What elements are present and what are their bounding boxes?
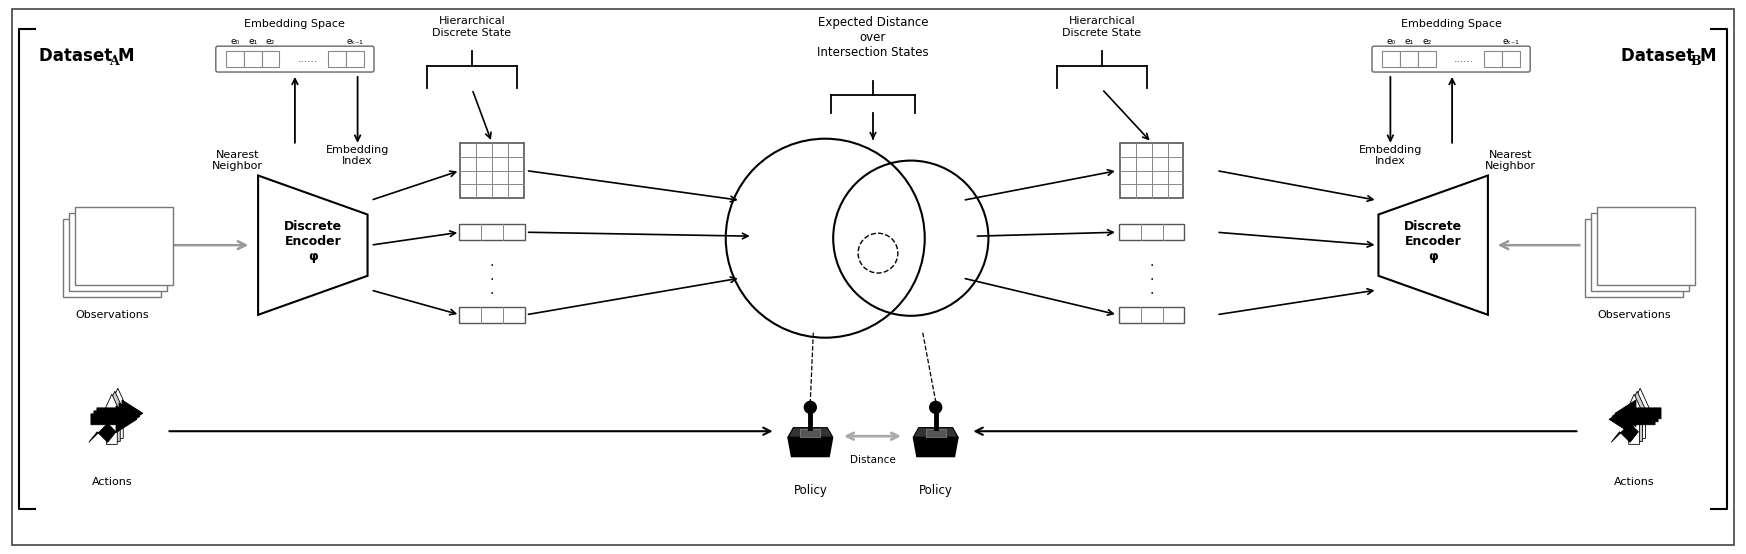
Bar: [225, 51, 244, 67]
FancyBboxPatch shape: [75, 207, 173, 285]
FancyBboxPatch shape: [217, 46, 374, 72]
Text: .: .: [1149, 255, 1154, 269]
FancyBboxPatch shape: [1119, 224, 1184, 240]
Text: Hierarchical
Discrete State: Hierarchical Discrete State: [433, 16, 512, 38]
Polygon shape: [101, 391, 127, 442]
FancyBboxPatch shape: [70, 213, 166, 291]
Text: e₂: e₂: [265, 37, 276, 46]
FancyBboxPatch shape: [459, 307, 526, 323]
Bar: [1381, 51, 1400, 67]
Text: ......: ......: [297, 54, 318, 64]
Text: Observations: Observations: [75, 310, 148, 320]
Text: Embedding
Index: Embedding Index: [327, 145, 389, 166]
Polygon shape: [258, 176, 368, 315]
Text: Dataset M: Dataset M: [1622, 47, 1716, 65]
Polygon shape: [1612, 403, 1659, 430]
Circle shape: [929, 402, 941, 413]
FancyBboxPatch shape: [1119, 143, 1184, 198]
Polygon shape: [105, 388, 131, 438]
Bar: [262, 51, 279, 67]
Bar: [1400, 51, 1418, 67]
Text: Dataset M: Dataset M: [38, 47, 134, 65]
Bar: [1484, 51, 1502, 67]
Polygon shape: [1620, 394, 1648, 444]
Text: e₂: e₂: [1421, 37, 1432, 46]
Text: Discrete
Encoder
φ: Discrete Encoder φ: [285, 220, 342, 263]
Polygon shape: [1627, 388, 1653, 438]
Polygon shape: [913, 428, 959, 437]
Polygon shape: [1378, 176, 1488, 315]
Bar: [346, 51, 365, 67]
Text: eₖ₋₁: eₖ₋₁: [1503, 37, 1519, 46]
Text: Hierarchical
Discrete State: Hierarchical Discrete State: [1062, 16, 1142, 38]
Text: Policy: Policy: [918, 484, 953, 497]
Bar: [328, 51, 346, 67]
Text: A: A: [108, 55, 119, 68]
Circle shape: [805, 402, 817, 413]
Bar: [244, 51, 262, 67]
Text: e₁: e₁: [248, 37, 257, 46]
Polygon shape: [1624, 391, 1650, 442]
Polygon shape: [787, 437, 833, 456]
Text: B: B: [1690, 55, 1702, 68]
Polygon shape: [94, 403, 140, 430]
Text: Expected Distance
over
Intersection States: Expected Distance over Intersection Stat…: [817, 16, 929, 59]
Text: Nearest
Neighbor: Nearest Neighbor: [211, 150, 262, 171]
FancyBboxPatch shape: [1372, 46, 1529, 72]
Text: e₁: e₁: [1404, 37, 1414, 46]
FancyBboxPatch shape: [925, 429, 946, 437]
Polygon shape: [1610, 406, 1655, 433]
Bar: [1502, 51, 1521, 67]
Polygon shape: [1615, 400, 1660, 427]
FancyBboxPatch shape: [459, 224, 526, 240]
Text: Nearest
Neighbor: Nearest Neighbor: [1486, 150, 1536, 171]
Text: .: .: [1149, 269, 1154, 283]
Text: Embedding
Index: Embedding Index: [1358, 145, 1421, 166]
Bar: [1418, 51, 1435, 67]
FancyBboxPatch shape: [63, 219, 161, 297]
Text: e₀: e₀: [230, 37, 239, 46]
Text: Actions: Actions: [91, 477, 133, 487]
Text: Policy: Policy: [793, 484, 828, 497]
Text: eₖ₋₁: eₖ₋₁: [347, 37, 363, 46]
FancyBboxPatch shape: [800, 429, 821, 437]
Text: Distance: Distance: [850, 455, 896, 465]
Text: .: .: [1149, 283, 1154, 297]
FancyBboxPatch shape: [1119, 307, 1184, 323]
Text: .: .: [489, 283, 494, 297]
Text: Actions: Actions: [1613, 477, 1655, 487]
Polygon shape: [98, 400, 143, 427]
Polygon shape: [787, 428, 833, 437]
Polygon shape: [913, 437, 959, 456]
Polygon shape: [89, 423, 115, 442]
Text: Embedding Space: Embedding Space: [1400, 19, 1502, 29]
Text: .: .: [489, 255, 494, 269]
Text: Observations: Observations: [1598, 310, 1671, 320]
Text: Discrete
Encoder
φ: Discrete Encoder φ: [1404, 220, 1461, 263]
Text: ......: ......: [1454, 54, 1474, 64]
FancyBboxPatch shape: [1591, 213, 1688, 291]
Text: e₀: e₀: [1386, 37, 1395, 46]
FancyBboxPatch shape: [461, 143, 524, 198]
Text: Embedding Space: Embedding Space: [244, 19, 346, 29]
FancyBboxPatch shape: [1585, 219, 1683, 297]
FancyBboxPatch shape: [1598, 207, 1695, 285]
Polygon shape: [98, 394, 126, 444]
Text: .: .: [489, 269, 494, 283]
Polygon shape: [1612, 423, 1638, 442]
Polygon shape: [91, 406, 136, 433]
